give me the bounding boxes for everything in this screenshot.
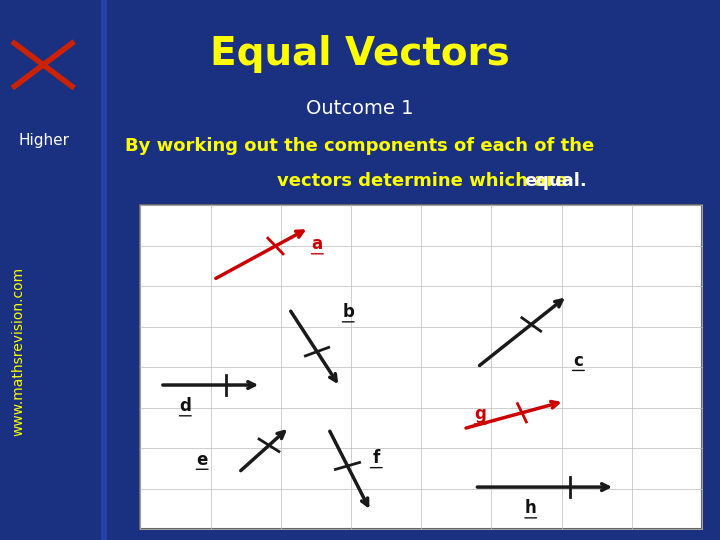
Text: By working out the components of each of the: By working out the components of each of… — [125, 137, 595, 155]
Text: Higher: Higher — [18, 133, 69, 148]
Text: equal.: equal. — [524, 172, 587, 190]
Text: d: d — [179, 397, 192, 415]
Text: Equal Vectors: Equal Vectors — [210, 35, 510, 73]
Text: vectors determine which are: vectors determine which are — [277, 172, 574, 190]
Text: b: b — [342, 303, 354, 321]
Bar — [140, 205, 702, 529]
Text: a: a — [312, 235, 323, 253]
Text: c: c — [574, 352, 583, 370]
Text: f: f — [373, 449, 380, 467]
Text: e: e — [197, 450, 208, 469]
Text: www.mathsrevision.com: www.mathsrevision.com — [11, 266, 25, 436]
Text: g: g — [474, 405, 486, 423]
Text: Outcome 1: Outcome 1 — [306, 98, 414, 118]
Text: h: h — [525, 499, 536, 517]
